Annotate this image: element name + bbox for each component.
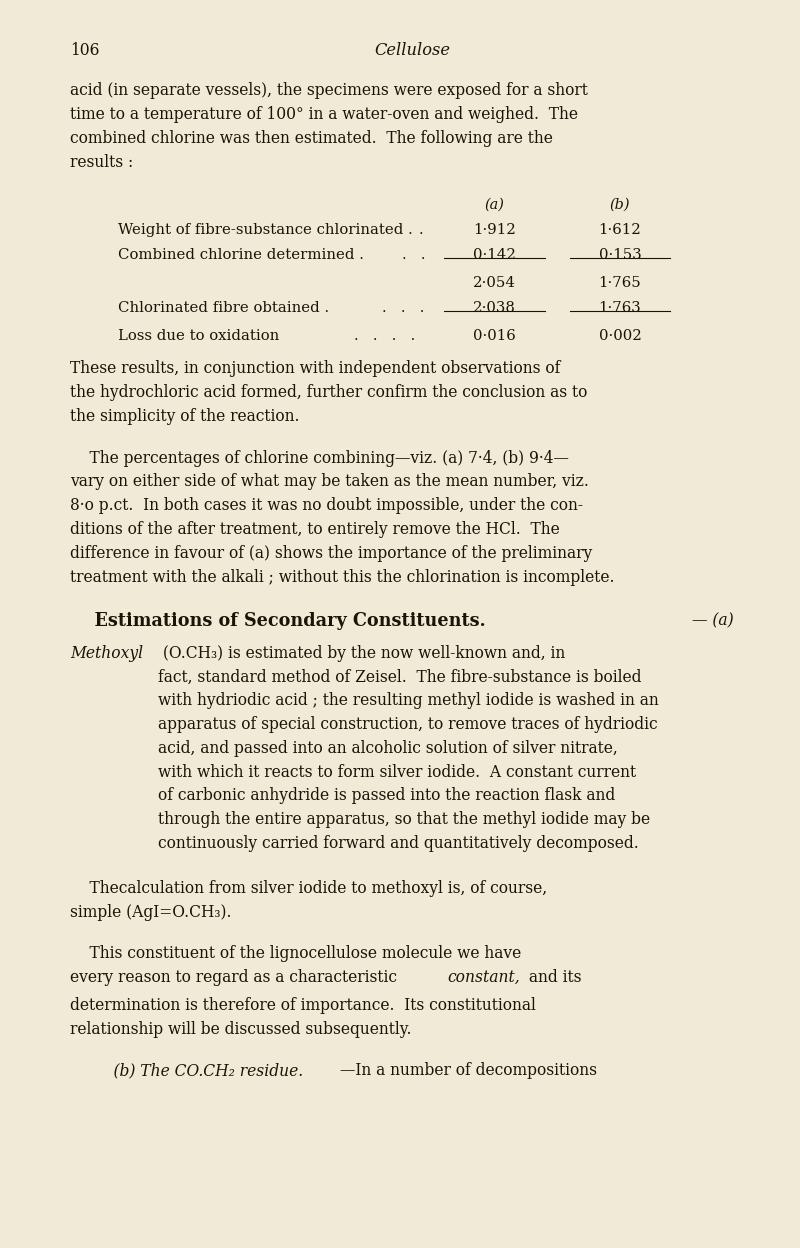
Text: 2·038: 2·038: [473, 301, 516, 316]
Text: (b) The CO.CH₂ residue.: (b) The CO.CH₂ residue.: [94, 1062, 303, 1080]
Text: acid (in separate vessels), the specimens were exposed for a short
time to a tem: acid (in separate vessels), the specimen…: [70, 82, 588, 171]
Text: determination is therefore of importance.  Its constitutional
relationship will : determination is therefore of importance…: [70, 997, 536, 1038]
Text: Chlorinated fibre obtained .: Chlorinated fibre obtained .: [118, 301, 330, 316]
Text: These results, in conjunction with independent observations of
the hydrochloric : These results, in conjunction with indep…: [70, 361, 588, 426]
Text: Thecalculation from silver iodide to methoxyl is, of course,
simple (AgI=O.CH₃).: Thecalculation from silver iodide to met…: [70, 880, 547, 921]
Text: Weight of fibre-substance chlorinated .: Weight of fibre-substance chlorinated .: [118, 222, 413, 237]
Text: This constituent of the lignocellulose molecule we have
every reason to regard a: This constituent of the lignocellulose m…: [70, 945, 522, 986]
Text: .: .: [418, 222, 423, 237]
Text: and its: and its: [524, 970, 582, 986]
Text: 1·763: 1·763: [598, 301, 642, 316]
Text: (O.CH₃) is estimated by the now well-known and, in
fact, standard method of Zeis: (O.CH₃) is estimated by the now well-kno…: [158, 645, 659, 852]
Text: .   .: . .: [402, 248, 425, 262]
Text: 106: 106: [70, 42, 100, 60]
Text: 1·912: 1·912: [473, 222, 516, 237]
Text: Loss due to oxidation: Loss due to oxidation: [118, 328, 280, 343]
Text: 2·054: 2·054: [473, 276, 516, 290]
Text: —In a number of decompositions: —In a number of decompositions: [340, 1062, 597, 1080]
Text: (b): (b): [610, 197, 630, 211]
Text: Combined chlorine determined .: Combined chlorine determined .: [118, 248, 364, 262]
Text: — (a): — (a): [692, 612, 734, 629]
Text: Estimations of Secondary Constituents.: Estimations of Secondary Constituents.: [70, 612, 486, 630]
Text: 0·016: 0·016: [473, 328, 516, 343]
Text: 0·002: 0·002: [598, 328, 642, 343]
Text: 0·153: 0·153: [598, 248, 642, 262]
Text: .   .   .: . . .: [382, 301, 425, 316]
Text: Cellulose: Cellulose: [374, 42, 451, 60]
Text: 0·142: 0·142: [473, 248, 516, 262]
Text: (a): (a): [485, 197, 504, 211]
Text: .   .   .   .: . . . .: [354, 328, 416, 343]
Text: constant,: constant,: [447, 970, 520, 986]
Text: The percentages of chlorine combining—viz. (a) 7·4, (b) 9·4—
vary on either side: The percentages of chlorine combining—vi…: [70, 449, 615, 585]
Text: Methoxyl: Methoxyl: [70, 645, 143, 661]
Text: 1·612: 1·612: [598, 222, 642, 237]
Text: 1·765: 1·765: [598, 276, 642, 290]
